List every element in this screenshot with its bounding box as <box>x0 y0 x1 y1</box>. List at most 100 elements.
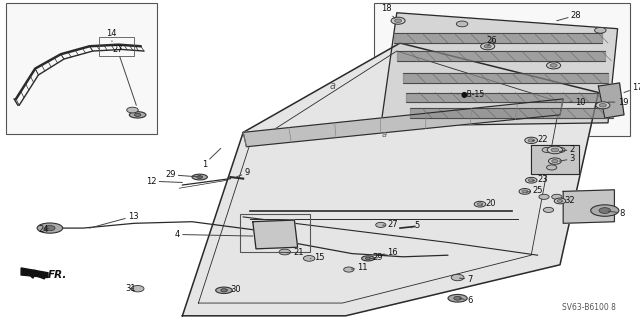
Circle shape <box>127 107 138 113</box>
Text: 21: 21 <box>287 248 303 257</box>
Circle shape <box>197 176 202 179</box>
Circle shape <box>547 146 563 154</box>
Text: 7: 7 <box>460 275 472 284</box>
Circle shape <box>528 179 534 182</box>
Polygon shape <box>598 83 624 118</box>
Ellipse shape <box>216 287 232 293</box>
Circle shape <box>376 222 386 227</box>
Circle shape <box>528 139 534 142</box>
Circle shape <box>481 43 495 50</box>
Circle shape <box>456 21 468 27</box>
Text: FR.: FR. <box>48 270 67 280</box>
Text: a: a <box>330 81 336 91</box>
Text: 12: 12 <box>146 177 182 186</box>
Text: 8: 8 <box>608 209 625 218</box>
Circle shape <box>221 289 227 292</box>
Circle shape <box>596 102 610 109</box>
Ellipse shape <box>448 294 467 302</box>
Text: 6: 6 <box>460 296 472 305</box>
Ellipse shape <box>129 112 146 118</box>
Text: 17: 17 <box>624 83 640 93</box>
Text: 26: 26 <box>486 36 497 46</box>
Polygon shape <box>243 99 563 147</box>
Circle shape <box>451 274 464 281</box>
Circle shape <box>45 226 55 231</box>
Bar <box>6 3 157 134</box>
Circle shape <box>522 190 527 193</box>
Text: 19: 19 <box>608 98 628 107</box>
Text: 3: 3 <box>559 154 575 163</box>
Text: 2: 2 <box>559 145 575 154</box>
Text: 13: 13 <box>90 212 139 228</box>
Circle shape <box>547 62 561 69</box>
Circle shape <box>344 267 354 272</box>
Bar <box>240 214 310 252</box>
Circle shape <box>552 160 558 163</box>
Text: 22: 22 <box>532 135 548 144</box>
Text: a: a <box>381 130 387 139</box>
Circle shape <box>557 200 563 203</box>
Circle shape <box>454 296 461 300</box>
Circle shape <box>131 286 144 292</box>
Text: 29: 29 <box>370 253 383 262</box>
Circle shape <box>539 194 549 199</box>
Circle shape <box>600 103 607 107</box>
Ellipse shape <box>192 174 207 180</box>
Circle shape <box>279 249 291 255</box>
Circle shape <box>477 203 483 206</box>
Polygon shape <box>21 268 48 278</box>
Text: 9: 9 <box>237 168 250 177</box>
Polygon shape <box>381 13 618 126</box>
Circle shape <box>548 158 561 164</box>
Text: 27: 27 <box>112 45 136 105</box>
Circle shape <box>547 165 557 170</box>
Polygon shape <box>182 43 598 316</box>
Text: 1: 1 <box>202 148 221 169</box>
Circle shape <box>552 194 562 199</box>
Circle shape <box>550 63 557 67</box>
Text: 24: 24 <box>38 225 49 234</box>
Circle shape <box>484 44 492 48</box>
Text: 14: 14 <box>106 29 116 41</box>
Circle shape <box>525 137 538 144</box>
Circle shape <box>365 257 371 260</box>
Polygon shape <box>253 220 298 249</box>
Polygon shape <box>563 190 614 223</box>
Text: 25: 25 <box>527 186 543 195</box>
Text: 4: 4 <box>175 230 253 239</box>
Text: 23: 23 <box>532 175 548 184</box>
Circle shape <box>551 148 559 152</box>
Text: SV63-B6100 8: SV63-B6100 8 <box>562 303 616 312</box>
Text: 30: 30 <box>226 285 241 294</box>
Bar <box>374 3 630 136</box>
Circle shape <box>394 19 402 23</box>
Circle shape <box>303 256 315 261</box>
Circle shape <box>595 27 606 33</box>
Text: 32: 32 <box>561 196 575 205</box>
Circle shape <box>555 147 565 152</box>
Circle shape <box>554 198 566 204</box>
Text: 29: 29 <box>165 170 202 179</box>
Ellipse shape <box>591 205 619 216</box>
Text: 16: 16 <box>383 249 398 257</box>
Text: 18: 18 <box>381 4 395 19</box>
Circle shape <box>543 207 554 212</box>
Bar <box>99 37 134 56</box>
Text: 5: 5 <box>411 221 420 230</box>
Polygon shape <box>531 145 579 174</box>
Text: 11: 11 <box>351 263 367 272</box>
Text: 20: 20 <box>481 199 495 208</box>
Text: 10: 10 <box>570 98 585 107</box>
Ellipse shape <box>37 223 63 233</box>
Text: ●B-15: ●B-15 <box>458 90 485 99</box>
Text: 31: 31 <box>125 284 136 293</box>
Circle shape <box>134 113 141 116</box>
Text: 27: 27 <box>383 220 398 229</box>
Circle shape <box>391 17 405 24</box>
Circle shape <box>519 189 531 194</box>
Ellipse shape <box>362 256 374 261</box>
Circle shape <box>474 201 486 207</box>
Circle shape <box>525 177 537 183</box>
Circle shape <box>542 147 552 152</box>
Text: 15: 15 <box>310 253 324 262</box>
